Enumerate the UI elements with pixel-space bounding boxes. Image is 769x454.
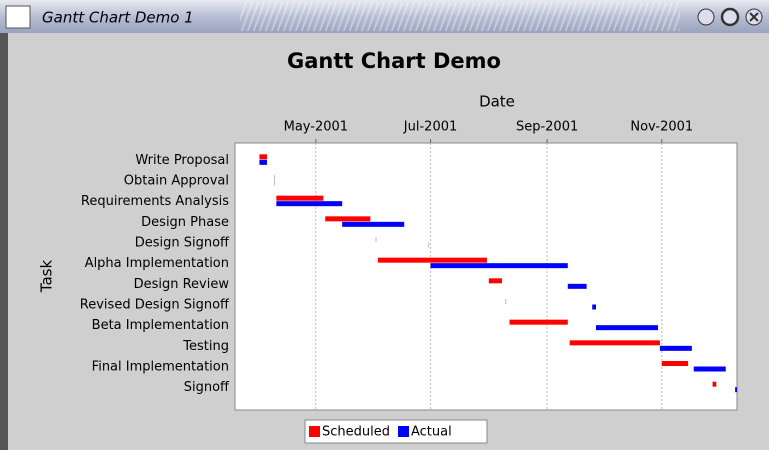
window-border <box>0 33 8 450</box>
task-bar <box>505 299 507 304</box>
task-bar <box>273 180 275 186</box>
x-tick-label: Jul-2001 <box>403 120 457 135</box>
y-tick-label: Alpha Implementation <box>85 256 229 271</box>
task-bar <box>693 366 726 372</box>
legend-swatch <box>309 426 320 437</box>
maximize-button[interactable] <box>720 7 740 27</box>
task-bar <box>592 304 596 310</box>
plot-area <box>234 142 738 411</box>
legend-swatch <box>398 426 409 437</box>
x-axis-label: Date <box>479 93 515 111</box>
y-tick-label: Design Phase <box>141 215 229 230</box>
window-title: Gantt Chart Demo 1 <box>42 9 194 27</box>
task-bar <box>377 257 487 263</box>
y-tick-label: Final Implementation <box>92 360 229 375</box>
legend-label: Scheduled <box>322 425 390 440</box>
task-bar <box>259 154 267 160</box>
minimize-button[interactable] <box>697 8 715 26</box>
y-tick-label: Write Proposal <box>135 153 229 168</box>
y-tick-label: Design Review <box>134 277 230 292</box>
task-bar <box>712 381 717 387</box>
y-tick-label: Revised Design Signoff <box>80 298 230 313</box>
y-tick-label: Testing <box>182 339 229 354</box>
x-tick-label: Sep-2001 <box>516 120 578 135</box>
y-tick-label: Beta Implementation <box>92 318 229 333</box>
task-bar <box>595 325 659 331</box>
task-bar <box>659 345 692 351</box>
x-tick-label: Nov-2001 <box>630 120 693 135</box>
task-bar <box>430 263 568 269</box>
title-bar-pattern <box>240 2 680 31</box>
close-icon <box>749 12 759 22</box>
task-bar <box>735 387 737 393</box>
x-tick-label: May-2001 <box>284 120 348 135</box>
task-bar <box>276 201 343 207</box>
task-bar <box>488 278 502 284</box>
task-bar <box>509 319 568 325</box>
legend-label: Actual <box>411 425 452 440</box>
y-tick-label: Design Signoff <box>135 236 230 251</box>
legend-box <box>304 419 488 444</box>
y-axis-label: Task <box>38 260 56 294</box>
window-icon[interactable] <box>5 5 31 29</box>
task-bar <box>569 340 660 346</box>
task-bar <box>273 175 275 180</box>
task-bar <box>428 242 430 248</box>
task-bar <box>567 283 587 289</box>
task-bar <box>661 361 689 366</box>
task-bar <box>325 216 371 222</box>
task-bar <box>276 195 324 201</box>
task-bar <box>342 221 405 227</box>
y-tick-label: Requirements Analysis <box>81 194 229 209</box>
chart-title: Gantt Chart Demo <box>287 49 501 73</box>
y-tick-label: Signoff <box>184 380 230 395</box>
task-bar <box>375 237 377 242</box>
y-tick-label: Obtain Approval <box>124 174 229 189</box>
task-bar <box>259 159 267 165</box>
